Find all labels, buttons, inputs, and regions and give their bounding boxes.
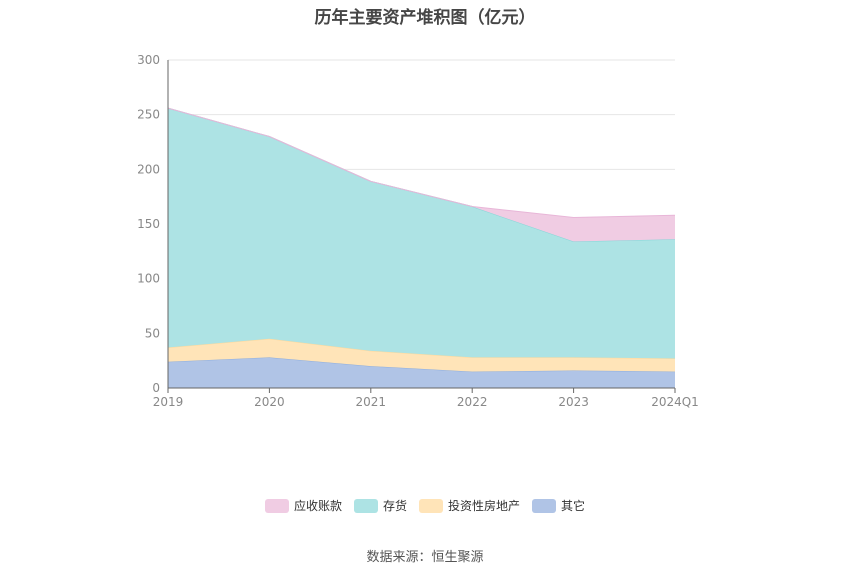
legend-swatch <box>419 498 443 513</box>
legend: 应收账款 存货 投资性房地产 其它 <box>0 497 850 514</box>
legend-label: 存货 <box>382 499 407 513</box>
area-series-1 <box>168 338 675 372</box>
x-tick-label: 2023 <box>558 395 589 409</box>
y-tick-label: 100 <box>137 272 160 286</box>
area-series-0 <box>168 357 675 388</box>
x-tick-label: 2021 <box>356 395 387 409</box>
legend-swatch <box>264 498 289 513</box>
chart-title: 历年主要资产堆积图（亿元） <box>314 8 536 28</box>
y-tick-label: 250 <box>137 108 160 122</box>
y-tick-label: 50 <box>145 326 160 340</box>
area-series-2 <box>168 108 675 359</box>
y-tick-label: 300 <box>137 53 160 67</box>
legend-label: 投资性房地产 <box>448 499 521 513</box>
x-tick-label: 2019 <box>153 395 184 409</box>
x-tick-label: 2024Q1 <box>651 395 699 409</box>
legend-item[interactable]: 其它 <box>532 497 585 514</box>
legend-swatch <box>353 498 378 513</box>
x-tick-label: 2022 <box>457 395 488 409</box>
legend-item[interactable]: 应收账款 <box>264 497 342 514</box>
data-source: 数据来源：恒生聚源 <box>366 550 484 565</box>
legend-swatch <box>532 498 557 513</box>
y-tick-label: 150 <box>137 217 160 231</box>
legend-item[interactable]: 投资性房地产 <box>419 497 520 514</box>
legend-label: 应收账款 <box>293 499 342 513</box>
area-series-line-1 <box>167 338 676 359</box>
legend-item[interactable]: 存货 <box>353 497 407 514</box>
area-series-line-3 <box>167 107 676 218</box>
x-tick-label: 2020 <box>254 395 285 409</box>
y-tick-label: 0 <box>152 381 160 395</box>
area-series-3 <box>168 108 675 242</box>
legend-label: 其它 <box>561 499 586 513</box>
y-tick-label: 200 <box>137 162 160 176</box>
